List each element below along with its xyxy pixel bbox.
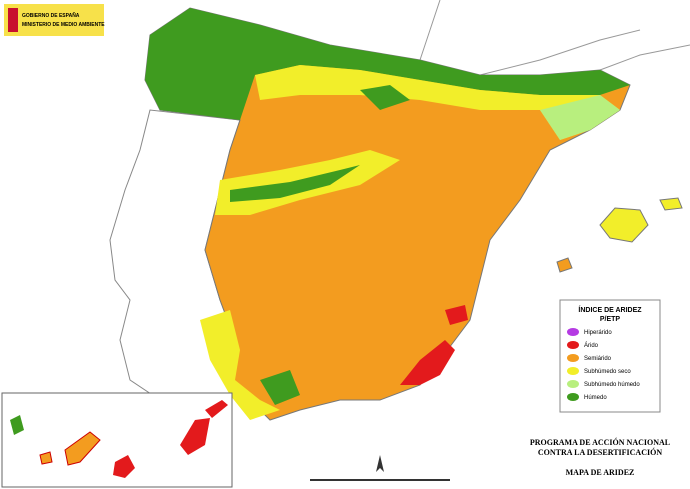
arid-zone bbox=[445, 305, 468, 325]
island bbox=[39, 451, 53, 465]
legend-subtitle: P/ETP bbox=[600, 316, 621, 323]
island bbox=[556, 257, 573, 273]
island bbox=[113, 455, 135, 478]
humid-zone bbox=[145, 8, 630, 120]
legend-label: Húmedo bbox=[584, 395, 607, 401]
humid-zone bbox=[260, 370, 300, 405]
logo-text: GOBIERNO DE ESPAÑA bbox=[22, 12, 80, 19]
logo-background bbox=[4, 4, 104, 36]
logo-emblem bbox=[8, 8, 18, 32]
legend-swatch bbox=[567, 328, 579, 336]
island bbox=[10, 415, 24, 435]
program-title: CONTRA LA DESERTIFICACIÓN bbox=[538, 447, 662, 457]
legend-swatch bbox=[567, 393, 579, 401]
map-title: MAPA DE ARIDEZ bbox=[566, 468, 635, 477]
subhumid-wet-zone bbox=[540, 95, 620, 140]
legend-label: Subhúmedo húmedo bbox=[584, 382, 640, 388]
legend-label: Subhúmedo seco bbox=[584, 369, 631, 375]
legend-title: ÍNDICE DE ARIDEZ bbox=[578, 305, 642, 314]
legend-items: Hiperárido Árido Semiárido Subhúmedo seco Su… bbox=[567, 328, 640, 401]
legend-label: Semiárido bbox=[584, 356, 612, 362]
program-title: PROGRAMA DE ACCIÓN NACIONAL bbox=[530, 437, 670, 447]
north-arrow bbox=[376, 455, 384, 472]
subhumid-dry-zone bbox=[200, 310, 280, 420]
legend-label: Árido bbox=[584, 342, 599, 349]
island bbox=[599, 207, 649, 243]
humid-zone bbox=[230, 165, 360, 202]
island bbox=[180, 418, 210, 455]
subhumid-dry-zone bbox=[255, 65, 620, 140]
island bbox=[659, 197, 683, 211]
arid-zone bbox=[400, 340, 455, 385]
logo-text: MINISTERIO DE MEDIO AMBIENTE bbox=[22, 22, 105, 28]
legend-swatch bbox=[567, 380, 579, 388]
humid-zone bbox=[360, 85, 410, 110]
island bbox=[64, 431, 101, 466]
island bbox=[205, 400, 228, 418]
legend-swatch bbox=[567, 354, 579, 362]
legend-label: Hiperárido bbox=[584, 330, 612, 336]
legend-swatch bbox=[567, 367, 579, 375]
border-line bbox=[419, 0, 690, 76]
legend-swatch bbox=[567, 341, 579, 349]
